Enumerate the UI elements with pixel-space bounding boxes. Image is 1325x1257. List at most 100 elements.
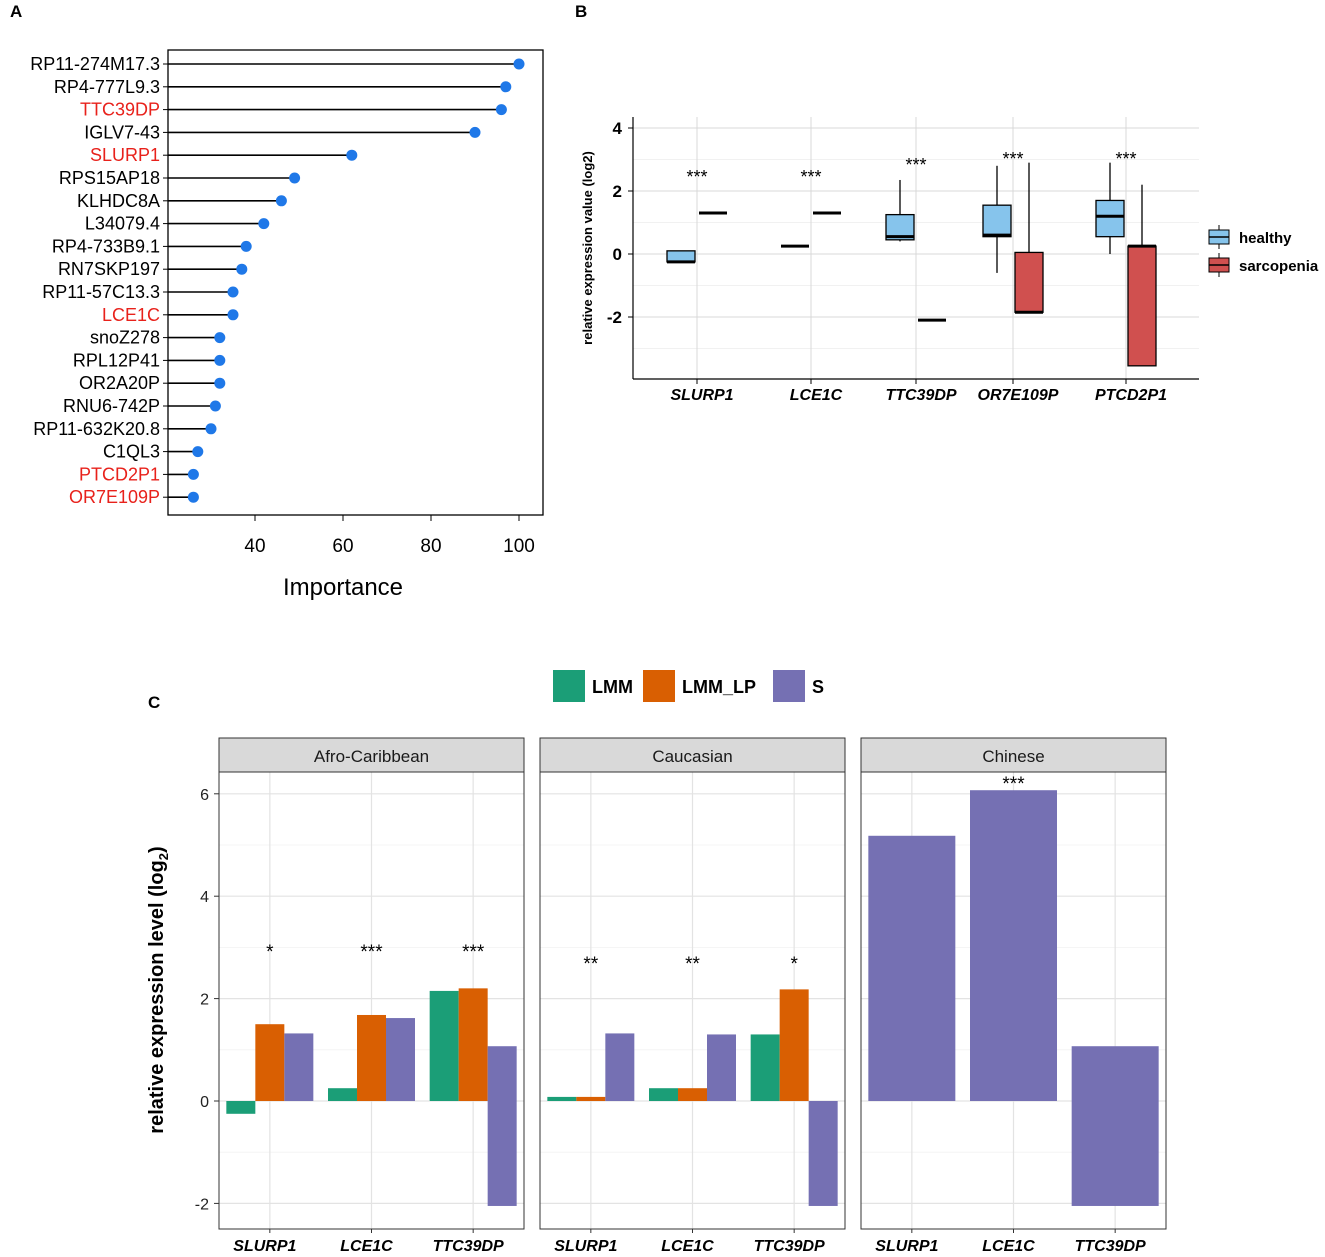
point-or7e109p (187, 491, 199, 503)
significance-afro-caribbean-slurp1: * (266, 942, 274, 963)
x-tick-label-ttc39dp: TTC39DP (885, 387, 956, 404)
x-tick-label-40: 40 (244, 536, 265, 557)
bar-afro-caribbean-lce1c-lmm-lp (357, 1014, 386, 1101)
point-ptcd2p1 (187, 468, 199, 480)
bar-caucasian-ttc39dp-lmm (750, 1034, 780, 1101)
significance-chinese-lce1c: *** (1002, 774, 1025, 795)
gene-label-or7e109p: OR7E109P (69, 487, 160, 507)
point-klhdc8a (275, 195, 287, 207)
facet-title-afro-caribbean: Afro-Caribbean (314, 747, 429, 766)
point-lce1c (227, 309, 239, 321)
bar-caucasian-ttc39dp-s (808, 1101, 838, 1206)
facet-title-caucasian: Caucasian (652, 747, 732, 766)
box-healthy-slurp1 (666, 250, 696, 263)
gene-label-iglv7-43: IGLV7-43 (84, 122, 160, 142)
point-rp11-632k20-8 (205, 423, 217, 435)
y-tick-label: 0 (613, 245, 622, 264)
bar-afro-caribbean-lce1c-lmm (328, 1088, 357, 1101)
bar-caucasian-slurp1-lmm-lp (576, 1096, 606, 1101)
legend-label-sarcopenia: sarcopenia (1239, 258, 1319, 275)
y-tick-label: -2 (607, 308, 622, 327)
bar-caucasian-lce1c-lmm (649, 1088, 678, 1101)
point-iglv7-43 (469, 126, 481, 138)
panel-c-y-axis-title: relative expression level (log2) (146, 846, 171, 1133)
x-tick-label-ptcd2p1: PTCD2P1 (1095, 387, 1167, 404)
x-tick-label-slurp1: SLURP1 (670, 387, 733, 404)
bar-caucasian-slurp1-s (605, 1033, 635, 1101)
x-tick-label-caucasian-ttc39dp: TTC39DP (754, 1238, 825, 1255)
point-rp4-733b9-1 (240, 240, 252, 252)
significance-or7e109p: *** (1002, 149, 1023, 169)
x-tick-label-afro-caribbean-lce1c: LCE1C (340, 1238, 393, 1255)
bar-negative-chinese-ttc39dp-s (1071, 1101, 1159, 1206)
y-axis-title-main: relative expression level (log (146, 860, 168, 1133)
facet-caucasian: Caucasian** ** *SLURP1 LCE1C TTC39DP (539, 737, 846, 1255)
bar-afro-caribbean-ttc39dp-lmm (429, 990, 459, 1101)
box-healthy-ptcd2p1 (1095, 199, 1125, 238)
gene-label-snoz278: snoZ278 (90, 328, 160, 348)
panel-label-c: C (148, 693, 160, 712)
gene-label-rp4-733b9-1: RP4-733B9.1 (52, 236, 160, 256)
bar-chinese-lce1c-s (970, 790, 1057, 1101)
legend-swatch-lmm (553, 670, 585, 702)
y-tick-label: -2 (195, 1196, 209, 1213)
bar-afro-caribbean-slurp1-s (284, 1033, 314, 1101)
y-axis-title-subscript: 2 (156, 853, 171, 860)
x-tick-label-60: 60 (332, 536, 353, 557)
x-tick-label-caucasian-lce1c: LCE1C (661, 1238, 714, 1255)
bar-afro-caribbean-slurp1-lmm (226, 1101, 256, 1114)
point-rp11-274m17-3 (513, 58, 525, 70)
bar-afro-caribbean-ttc39dp-s (487, 1046, 517, 1101)
bar-afro-caribbean-lce1c-s (386, 1018, 415, 1101)
gene-label-rp11-632k20-8: RP11-632K20.8 (33, 419, 160, 439)
point-rp4-777l9-3 (500, 81, 512, 93)
y-tick-label: 2 (613, 182, 622, 201)
legend-swatch-lmm-lp (643, 670, 675, 702)
x-tick-label-caucasian-slurp1: SLURP1 (554, 1238, 617, 1255)
facet-title-chinese: Chinese (982, 747, 1044, 766)
y-axis-title-end: ) (146, 846, 168, 853)
panel-b-boxplot-chart: *** *** *** *** *** -2 0 2 4 SLURP1 LCE1C TTC39DP O… (580, 117, 1319, 404)
box-sarcopenia-or7e109p (1014, 251, 1044, 313)
gene-label-c1ql3: C1QL3 (103, 442, 160, 462)
panel-label-a: A (10, 2, 22, 21)
box-sarcopenia-ptcd2p1 (1127, 245, 1157, 367)
point-slurp1 (346, 149, 358, 161)
gene-label-ptcd2p1: PTCD2P1 (79, 464, 160, 484)
significance-ttc39dp: *** (905, 155, 926, 175)
point-c1ql3 (192, 446, 204, 458)
x-tick-label-or7e109p: OR7E109P (978, 387, 1059, 404)
point-rpl12p41 (214, 354, 226, 366)
bar-chinese-slurp1-s (868, 835, 956, 1101)
panel-a-x-axis-title: Importance (283, 574, 403, 601)
significance-ptcd2p1: *** (1115, 149, 1136, 169)
facet-afro-caribbean: Afro-Caribbean* *** ***SLURP1 LCE1C TTC39DP (218, 737, 525, 1255)
panel-label-b: B (575, 2, 587, 21)
x-tick-label-chinese-lce1c: LCE1C (982, 1238, 1035, 1255)
significance-caucasian-slurp1: ** (583, 954, 598, 975)
bar-afro-caribbean-slurp1-lmm-lp (255, 1024, 285, 1101)
point-rps15ap18 (289, 172, 301, 184)
gene-label-klhdc8a: KLHDC8A (77, 191, 160, 211)
point-rnu6-742p (209, 400, 221, 412)
gene-label-slurp1: SLURP1 (90, 145, 160, 165)
y-tick-label: 0 (200, 1094, 209, 1111)
bar-caucasian-lce1c-lmm-lp (678, 1088, 707, 1101)
x-tick-label-chinese-ttc39dp: TTC39DP (1075, 1238, 1146, 1255)
significance-slurp1: *** (686, 167, 707, 187)
legend-label-lmm-lp: LMM_LP (682, 677, 756, 697)
legend-label-healthy: healthy (1239, 230, 1292, 247)
significance-afro-caribbean-lce1c: *** (360, 942, 383, 963)
gene-label-lce1c: LCE1C (102, 305, 160, 325)
bar-negative-afro-caribbean-ttc39dp-s (487, 1101, 517, 1206)
point-rp11-57c13-3 (227, 286, 239, 298)
gene-label-or2a20p: OR2A20P (79, 373, 160, 393)
x-tick-label-afro-caribbean-slurp1: SLURP1 (233, 1238, 296, 1255)
gene-label-rnu6-742p: RNU6-742P (63, 396, 160, 416)
significance-afro-caribbean-ttc39dp: *** (462, 942, 485, 963)
point-snoz278 (214, 332, 226, 344)
legend-label-lmm: LMM (592, 677, 633, 697)
